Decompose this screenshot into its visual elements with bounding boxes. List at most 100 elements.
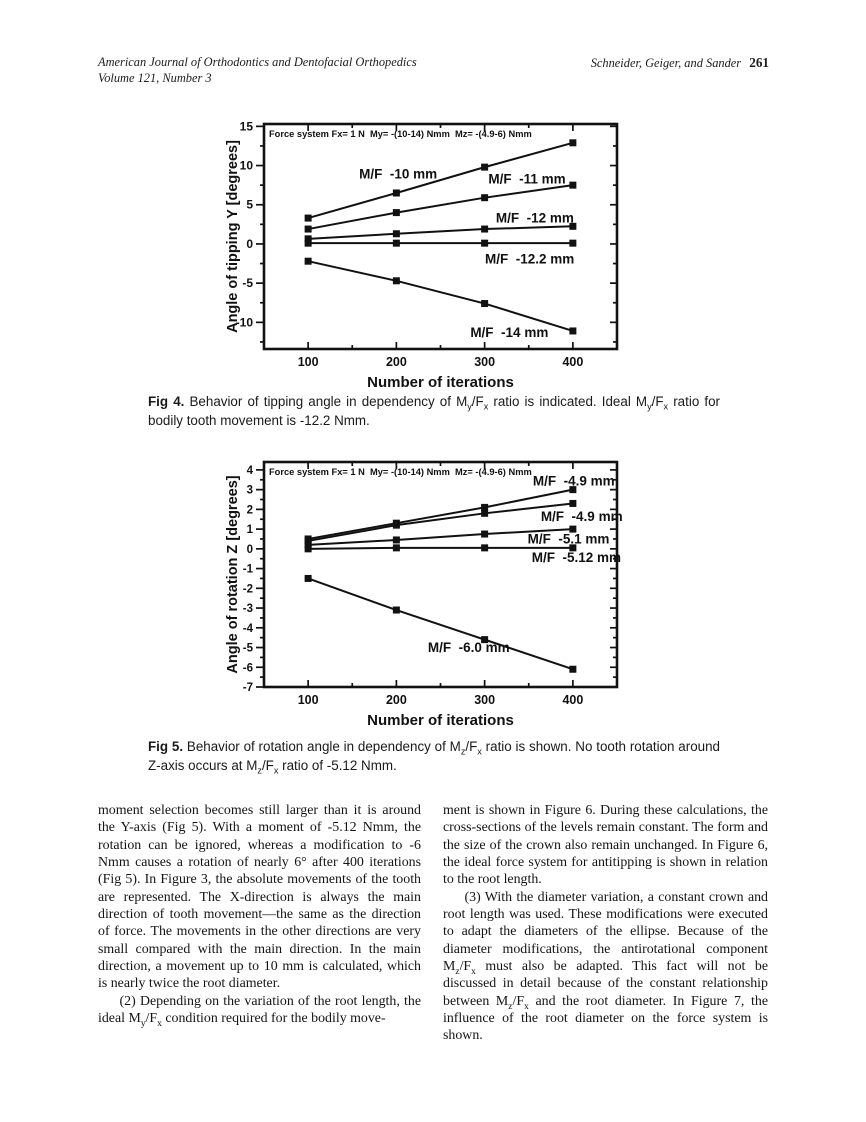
page-number: 261	[749, 55, 769, 70]
x-tick-label: 100	[298, 355, 319, 369]
y-tick-label: 4	[247, 465, 254, 477]
series-line	[308, 546, 573, 550]
data-point-marker	[304, 545, 312, 553]
x-tick-label: 400	[562, 355, 583, 369]
series-label: M/F -4.9 mm	[541, 509, 623, 524]
data-point-marker	[392, 606, 400, 614]
data-point-marker	[481, 636, 489, 644]
x-tick-label: 200	[386, 693, 407, 707]
plot-frame	[262, 122, 619, 351]
data-point-marker	[481, 509, 489, 517]
running-header-right: Schneider, Geiger, and Sander 261	[591, 55, 769, 71]
data-point-marker	[481, 544, 489, 552]
series-line	[307, 260, 574, 332]
series-label: M/F -4.9 mm	[533, 473, 615, 488]
y-tick-label: -5	[243, 643, 254, 655]
data-point-marker	[304, 235, 312, 243]
x-axis-title: Number of iterations	[367, 374, 514, 391]
series-line	[308, 528, 573, 546]
series-line	[308, 225, 573, 240]
series-label: M/F -10 mm	[359, 167, 437, 182]
force-system-label: Force system Fx= 1 N My= -(10-14) Nmm Mz…	[269, 129, 532, 139]
journal-title: American Journal of Orthodontics and Den…	[98, 55, 417, 69]
series-line	[307, 502, 573, 542]
data-point-marker	[569, 499, 577, 507]
series-label: M/F -6.0 mm	[428, 640, 510, 655]
data-point-marker	[481, 239, 489, 247]
y-tick-label: -2	[243, 583, 253, 595]
paragraph: moment selection becomes still larger th…	[98, 803, 421, 992]
series-label: M/F -5.12 mm	[532, 550, 621, 565]
data-point-marker	[304, 541, 312, 549]
data-point-marker	[481, 225, 489, 233]
series-label: M/F -11 mm	[488, 171, 565, 186]
body-left-column: moment selection becomes still larger th…	[98, 802, 421, 1029]
data-point-marker	[392, 189, 400, 197]
data-point-marker	[392, 239, 400, 247]
data-point-marker	[569, 486, 577, 494]
y-tick-label: -10	[236, 315, 254, 329]
y-tick-label: 5	[246, 198, 253, 212]
fig4-chart: 100 200 300 400 -10 -5 0 5 10 15 Force system Fx= …	[225, 119, 619, 391]
series-line	[307, 141, 574, 220]
data-point-marker	[569, 239, 577, 247]
series-label: M/F -12.2 mm	[485, 251, 574, 266]
data-point-marker	[569, 544, 577, 552]
data-point-marker	[392, 230, 400, 238]
data-point-marker	[392, 209, 400, 217]
series-label: M/F -12 mm	[496, 211, 574, 226]
data-point-marker	[304, 257, 312, 265]
y-tick-label: -3	[243, 603, 253, 615]
plot-frame	[262, 460, 619, 689]
y-tick-label: 1	[247, 524, 254, 536]
data-point-marker	[481, 163, 489, 171]
y-tick-label: 15	[240, 119, 254, 133]
data-point-marker	[304, 214, 312, 222]
series-label: M/F -14 mm	[470, 325, 548, 340]
x-tick-label: 200	[386, 355, 407, 369]
data-point-marker	[481, 503, 489, 511]
paragraph: (3) With the diameter variation, a const…	[443, 889, 768, 1044]
data-point-marker	[304, 225, 312, 233]
series-line	[307, 488, 574, 540]
y-tick-label: -4	[243, 623, 254, 635]
y-tick-label: 2	[247, 504, 253, 516]
data-point-marker	[569, 327, 577, 335]
journal-volume: Volume 121, Number 3	[98, 70, 212, 85]
body-right-column: ment is shown in Figure 6. During these …	[443, 802, 768, 1045]
running-authors: Schneider, Geiger, and Sander	[590, 56, 742, 70]
y-tick-label: -5	[242, 276, 253, 290]
fig4-caption: Fig 4. Behavior of tipping angle in depe…	[148, 394, 721, 428]
force-system-label: Force system Fx= 1 N My= -(10-14) Nmm Mz…	[269, 467, 532, 477]
data-point-marker	[392, 544, 400, 552]
paragraph: (2) Depending on the variation of the ro…	[98, 993, 421, 1029]
data-point-marker	[304, 239, 312, 247]
y-tick-label: 0	[247, 544, 253, 556]
y-tick-label: 3	[247, 485, 253, 497]
y-axis-title: Angle of rotation Z [degrees]	[225, 475, 241, 673]
fig5-chart: 100 200 300 400 -7 -6 -5 -4 -3 -2 -1 0 1 2 3 4 Force sys…	[225, 460, 623, 729]
y-tick-label: -7	[243, 682, 253, 694]
series-line	[307, 577, 574, 671]
data-point-marker	[481, 300, 489, 308]
data-point-marker	[304, 537, 312, 545]
data-point-marker	[481, 530, 489, 538]
y-tick-label: 0	[246, 237, 253, 251]
x-tick-label: 300	[474, 693, 495, 707]
data-point-marker	[569, 139, 577, 147]
x-axis-title: Number of iterations	[367, 712, 514, 729]
series-label: M/F -5.1 mm	[528, 531, 610, 546]
data-point-marker	[569, 525, 577, 533]
fig5-caption: Fig 5. Behavior of rotation angle in dep…	[148, 739, 721, 776]
data-point-marker	[569, 665, 577, 673]
data-point-marker	[569, 181, 577, 189]
data-point-marker	[304, 574, 312, 582]
paragraph: ment is shown in Figure 6. During these …	[443, 803, 768, 888]
data-point-marker	[481, 194, 489, 202]
data-point-marker	[392, 277, 400, 285]
x-tick-label: 400	[562, 693, 583, 707]
y-axis-title: Angle of tipping Y [degrees]	[225, 140, 241, 333]
y-tick-label: -6	[243, 662, 253, 674]
data-point-marker	[392, 521, 400, 529]
